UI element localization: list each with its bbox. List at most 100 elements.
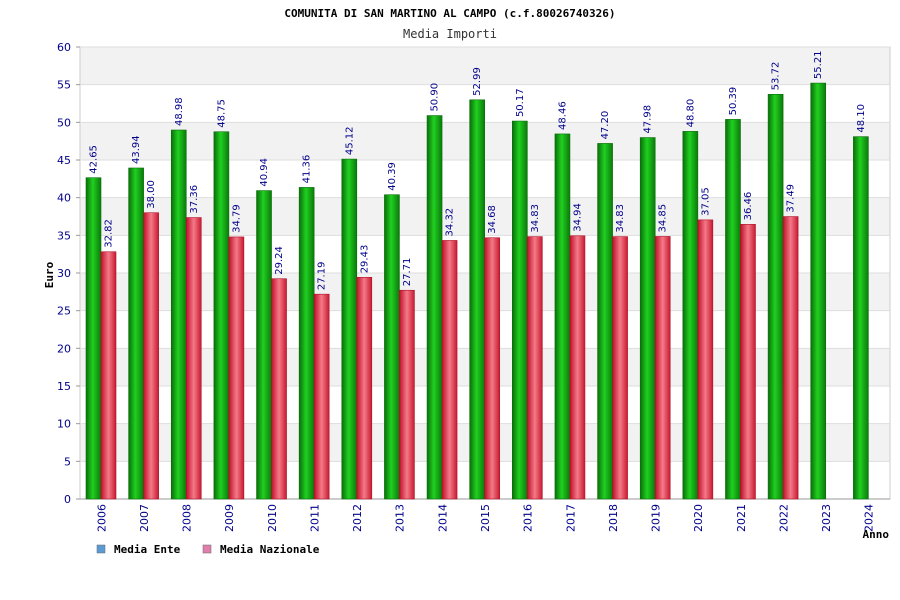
- bar-media-nazionale: [356, 276, 373, 500]
- x-tick-label: 2019: [650, 504, 663, 532]
- bar-media-ente: [426, 115, 443, 500]
- data-label: 52.99: [472, 67, 483, 96]
- data-label: 27.71: [402, 258, 413, 287]
- y-tick-label: 35: [57, 229, 71, 242]
- legend-swatch: [202, 544, 212, 554]
- x-tick-label: 2017: [564, 504, 577, 532]
- data-label: 47.98: [643, 105, 654, 134]
- data-label: 53.72: [771, 62, 782, 91]
- x-tick-label: 2022: [777, 504, 790, 532]
- grid-band: [80, 84, 890, 123]
- x-tick-label: 2018: [607, 504, 620, 532]
- data-label: 48.46: [557, 101, 568, 130]
- bar-media-nazionale: [782, 216, 799, 500]
- bar-media-ente: [384, 194, 400, 500]
- bar-media-ente: [85, 177, 102, 500]
- bar-media-ente: [512, 120, 528, 500]
- x-tick-label: 2016: [522, 504, 535, 532]
- y-tick-label: 15: [57, 380, 71, 393]
- x-tick-label: 2006: [95, 504, 108, 532]
- data-label: 50.90: [430, 83, 441, 112]
- data-label: 29.43: [359, 245, 370, 274]
- x-tick-label: 2011: [308, 504, 321, 532]
- bar-media-nazionale: [143, 212, 159, 500]
- bar-media-nazionale: [271, 278, 287, 500]
- data-label: 34.85: [658, 204, 669, 233]
- y-tick-label: 55: [57, 79, 71, 92]
- bar-media-ente: [256, 190, 272, 500]
- x-tick-label: 2008: [181, 504, 194, 532]
- legend-label: Media Ente: [114, 543, 181, 556]
- data-label: 40.39: [387, 162, 398, 191]
- x-tick-label: 2007: [138, 504, 151, 532]
- y-tick-label: 10: [57, 418, 71, 431]
- bar-media-ente: [341, 158, 358, 500]
- y-tick-label: 45: [57, 154, 71, 167]
- bar-media-ente: [810, 82, 827, 500]
- data-label: 34.68: [487, 205, 498, 234]
- bar-media-ente: [597, 143, 613, 500]
- data-label: 48.98: [174, 97, 185, 126]
- data-label: 42.65: [89, 145, 100, 174]
- data-label: 55.21: [813, 50, 824, 79]
- data-label: 27.19: [317, 262, 328, 291]
- x-tick-label: 2015: [479, 504, 492, 532]
- data-label: 37.49: [786, 184, 797, 213]
- data-label: 34.94: [572, 203, 583, 232]
- data-label: 34.83: [615, 204, 626, 233]
- bar-media-nazionale: [569, 235, 586, 500]
- data-label: 48.75: [216, 99, 227, 128]
- x-tick-label: 2010: [266, 504, 279, 532]
- grid-band: [80, 47, 890, 85]
- bar-media-nazionale: [313, 293, 330, 500]
- legend-swatch: [96, 544, 106, 554]
- bar-media-ente: [853, 136, 869, 500]
- chart-title: COMUNITA DI SAN MARTINO AL CAMPO (c.f.80…: [284, 7, 615, 20]
- bar-media-ente: [682, 131, 699, 500]
- y-tick-label: 40: [57, 192, 71, 205]
- bar-media-ente: [213, 131, 230, 500]
- bar-media-nazionale: [654, 236, 671, 500]
- bar-media-nazionale: [697, 219, 714, 500]
- bar-media-nazionale: [527, 236, 543, 500]
- data-label: 38.00: [146, 180, 157, 209]
- x-axis-label: Anno: [863, 528, 890, 541]
- x-tick-label: 2014: [436, 504, 449, 532]
- y-tick-label: 5: [64, 455, 71, 468]
- data-label: 50.17: [515, 88, 526, 117]
- data-label: 36.46: [743, 192, 754, 221]
- x-tick-label: 2024: [863, 504, 876, 532]
- bar-media-nazionale: [740, 224, 756, 500]
- data-label: 37.36: [189, 185, 200, 214]
- data-label: 48.80: [685, 99, 696, 128]
- y-tick-label: 50: [57, 116, 71, 129]
- data-label: 34.83: [530, 204, 541, 233]
- bar-media-ente: [767, 94, 784, 500]
- bar-media-nazionale: [228, 236, 245, 500]
- x-tick-label: 2021: [735, 504, 748, 532]
- bars: [85, 82, 869, 500]
- bar-media-nazionale: [100, 251, 117, 500]
- bar-media-nazionale: [399, 289, 415, 500]
- data-label: 37.05: [700, 187, 711, 216]
- data-label: 47.20: [600, 111, 611, 140]
- y-tick-label: 25: [57, 305, 71, 318]
- chart-subtitle: Media Importi: [403, 27, 497, 41]
- y-tick-label: 30: [57, 267, 71, 280]
- data-label: 50.39: [728, 87, 739, 116]
- bar-media-ente: [298, 187, 315, 500]
- x-tick-label: 2023: [820, 504, 833, 532]
- x-tick-label: 2013: [394, 504, 407, 532]
- bar-media-nazionale: [484, 237, 500, 500]
- x-axis-ticks: 2006 2007 2008 2009 2010 2011 2012 2013 2014 2015…: [95, 504, 875, 532]
- bar-media-nazionale: [185, 217, 202, 500]
- data-label: 45.12: [344, 126, 355, 155]
- data-label: 32.82: [104, 219, 115, 248]
- data-label: 40.94: [259, 158, 270, 187]
- data-labels: 42.65 32.82 43.94 38.00 48.98 37.36 48.75 34.79…: [89, 50, 867, 290]
- legend-label: Media Nazionale: [220, 543, 320, 556]
- bar-media-ente: [554, 133, 571, 500]
- x-tick-label: 2020: [692, 504, 705, 532]
- data-label: 41.36: [302, 155, 313, 184]
- y-tick-label: 60: [57, 41, 71, 54]
